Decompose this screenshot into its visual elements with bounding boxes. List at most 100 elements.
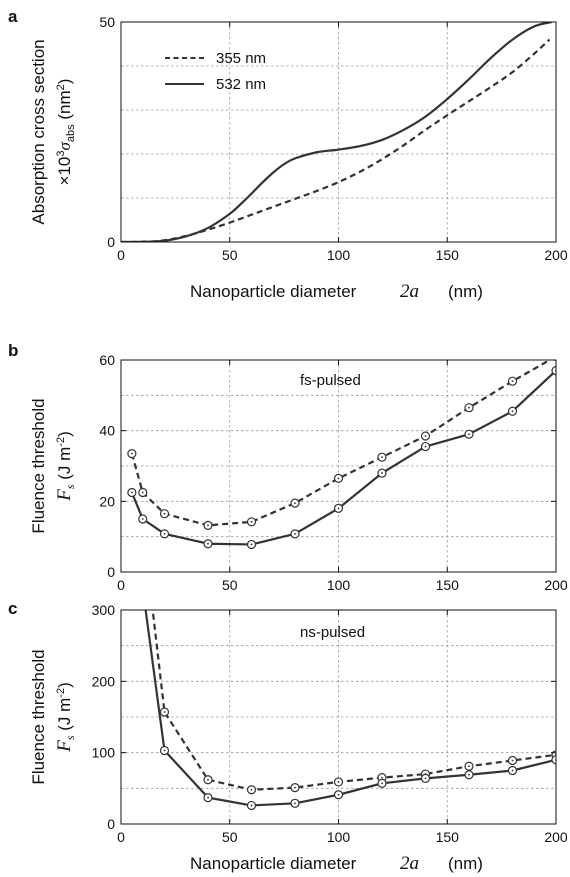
data-point-dot — [468, 406, 470, 409]
annotation-fs-pulsed: fs-pulsed — [300, 372, 361, 389]
y-axis-label-c: Fluence threshold — [29, 649, 48, 784]
panel-a: 0 50 100 150 200 0 50 355 nm 532 nm Absorption… — [29, 14, 568, 302]
data-point-dot — [468, 765, 470, 768]
y-axis-label-b-line2: Fs (J m-2) — [54, 431, 77, 502]
x-tick-label: 150 — [436, 577, 460, 593]
x-tick-label: 150 — [436, 829, 460, 845]
data-point-dot — [381, 472, 383, 474]
data-point-dot — [468, 433, 470, 436]
x-tick-label: 50 — [222, 829, 238, 845]
data-point-dot — [381, 776, 383, 779]
x-axis-unit-c: (nm) — [448, 854, 483, 873]
legend-label-355: 355 nm — [216, 50, 266, 67]
y-tick-label: 0 — [107, 816, 115, 832]
x-axis-math-a: 2a — [400, 281, 419, 302]
series-c — [139, 524, 556, 811]
series-line-dashed — [121, 38, 551, 242]
data-point-dot — [207, 542, 209, 545]
y-tick-label: 0 — [107, 234, 115, 250]
data-point-dot — [163, 532, 166, 535]
data-point-dot — [424, 777, 427, 780]
data-point-dot — [511, 410, 514, 413]
data-point-dot — [337, 507, 340, 510]
y-tick-label: 0 — [107, 564, 115, 580]
data-point-dot — [381, 456, 383, 459]
data-point-dot — [511, 380, 514, 383]
data-point-dot — [511, 759, 514, 762]
data-point-dot — [207, 524, 209, 527]
data-point-dot — [163, 711, 166, 713]
ticks-a: 0 50 100 150 200 0 50 — [99, 14, 567, 263]
x-tick-label: 0 — [117, 577, 125, 593]
ticks-c: 0 50 100 150 200 0 100 200 300 — [92, 602, 568, 845]
data-point-marker — [551, 366, 556, 376]
data-point-dot — [207, 796, 209, 799]
panel-b: 0 50 100 150 200 0 20 40 60 fs-pulsed Fluence th… — [29, 352, 568, 593]
data-point-dot — [163, 749, 166, 752]
data-point-dot — [294, 532, 296, 535]
data-point-dot — [381, 782, 383, 785]
x-tick-label: 0 — [117, 247, 125, 263]
y-tick-label: 50 — [99, 14, 115, 30]
data-point-dot — [337, 781, 340, 783]
data-point-marker — [553, 360, 556, 362]
legend-a: 355 nm 532 nm — [165, 50, 266, 93]
x-tick-label: 100 — [327, 247, 351, 263]
y-axis-label-b: Fluence threshold — [29, 398, 48, 533]
x-axis-math-c: 2a — [400, 853, 419, 874]
x-axis-unit-a: (nm) — [448, 282, 483, 301]
grid-c — [121, 610, 556, 824]
data-point-dot — [130, 452, 133, 455]
panel-letter-b: b — [8, 341, 18, 360]
x-tick-label: 0 — [117, 829, 125, 845]
x-tick-label: 50 — [222, 577, 238, 593]
series-line-solid — [130, 369, 556, 546]
panel-letter-a: a — [8, 7, 18, 26]
data-point-dot — [142, 524, 144, 526]
y-axis-label-a-line2: ×103σabs (nm2) — [55, 79, 77, 186]
series-b — [127, 360, 556, 550]
data-point-dot — [424, 435, 427, 437]
data-point-dot — [250, 804, 253, 807]
panel-c: 0 50 100 150 200 0 100 200 300 ns-pulsed Fluence… — [29, 524, 568, 874]
data-point-dot — [130, 491, 133, 494]
data-point-dot — [337, 477, 340, 480]
panel-letter-c: c — [8, 599, 17, 618]
y-tick-label: 100 — [92, 745, 116, 761]
x-tick-label: 200 — [544, 247, 568, 263]
data-point-dot — [141, 518, 144, 520]
y-axis-label-c-line2: Fs (J m-2) — [54, 682, 77, 753]
data-point-dot — [468, 773, 470, 776]
x-tick-label: 200 — [544, 829, 568, 845]
data-point-dot — [511, 769, 514, 772]
data-point-dot — [294, 802, 296, 805]
data-point-dot — [163, 512, 166, 515]
x-tick-label: 100 — [327, 577, 351, 593]
x-tick-label: 50 — [222, 247, 238, 263]
data-point-marker — [139, 585, 147, 593]
x-tick-label: 200 — [544, 577, 568, 593]
annotation-ns-pulsed: ns-pulsed — [300, 624, 365, 641]
data-point-marker — [551, 755, 556, 765]
data-point-dot — [141, 491, 144, 494]
data-point-dot — [337, 793, 340, 796]
data-point-dot — [250, 543, 253, 546]
series-line-solid — [121, 22, 552, 242]
x-tick-label: 100 — [327, 829, 351, 845]
series-line-dashed — [151, 610, 556, 791]
y-tick-label: 300 — [92, 602, 116, 618]
x-tick-label: 150 — [436, 247, 460, 263]
data-point-dot — [207, 778, 209, 781]
data-point-dot — [142, 588, 144, 590]
data-point-dot — [250, 520, 253, 523]
data-point-dot — [294, 502, 296, 504]
data-point-dot — [250, 788, 253, 791]
y-tick-label: 40 — [99, 423, 115, 439]
legend-label-532: 532 nm — [216, 76, 266, 93]
x-axis-label-a: Nanoparticle diameter — [190, 282, 357, 301]
y-tick-label: 60 — [99, 352, 115, 368]
ticks-b: 0 50 100 150 200 0 20 40 60 — [99, 352, 567, 593]
y-tick-label: 20 — [99, 493, 115, 509]
series-line-dashed — [130, 360, 553, 527]
